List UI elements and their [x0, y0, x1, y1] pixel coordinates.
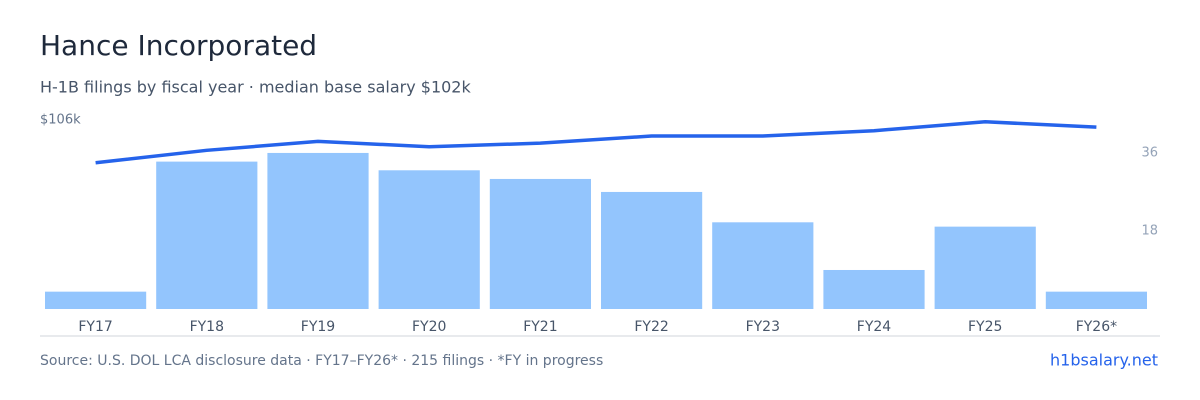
source-note: Source: U.S. DOL LCA disclosure data · F… [40, 353, 603, 369]
x-tick-label: FY22 [634, 319, 668, 335]
x-tick-label: FY25 [968, 319, 1002, 335]
x-tick-label: FY20 [412, 319, 446, 335]
x-tick-label: FY24 [857, 319, 892, 335]
line [95, 120, 1097, 165]
y2-tick-label: 18 [1141, 223, 1158, 238]
bar [1045, 291, 1147, 309]
chart-subtitle: H-1B filings by fiscal year · median bas… [40, 78, 471, 97]
bar [823, 269, 925, 309]
bar [712, 222, 814, 309]
x-tick-label: FY21 [523, 319, 557, 335]
chart-title: Hance Incorporated [40, 29, 317, 62]
y-tick-label: $106k [40, 113, 81, 128]
bar [45, 291, 147, 309]
bar [378, 170, 480, 309]
bar [601, 191, 703, 309]
bar [489, 178, 591, 309]
x-tick-label: FY17 [78, 319, 112, 335]
x-tick-label: FY26* [1076, 319, 1117, 335]
brand-link[interactable]: h1bsalary.net [1050, 351, 1158, 370]
x-tick-label: FY19 [301, 319, 335, 335]
bar [934, 226, 1036, 309]
bar [267, 152, 369, 309]
y2-tick-label: 36 [1141, 145, 1158, 160]
x-tick-label: FY18 [190, 319, 224, 335]
bar [156, 161, 258, 309]
x-tick-label: FY23 [746, 319, 780, 335]
